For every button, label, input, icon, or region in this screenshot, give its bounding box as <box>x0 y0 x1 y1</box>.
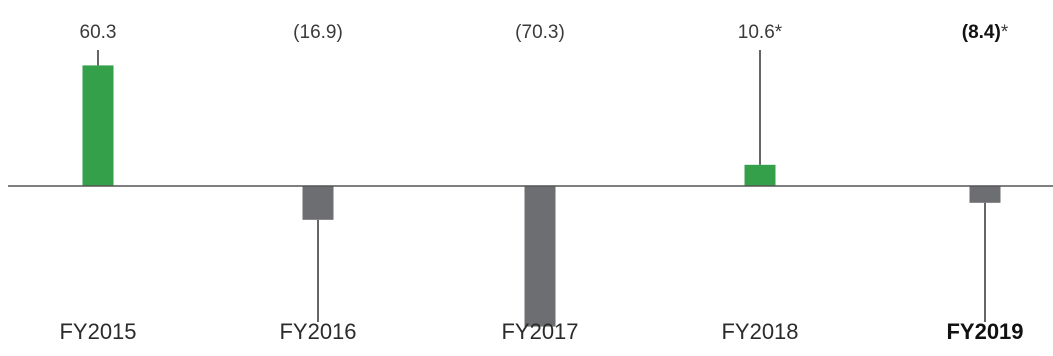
value-label-number: (70.3) <box>515 22 565 43</box>
value-label-footnote-mark: * <box>1001 22 1009 43</box>
value-label-number: (8.4) <box>962 22 1001 43</box>
bar-fy2015 <box>82 65 114 186</box>
bars <box>82 65 1001 327</box>
value-label-number: 60.3 <box>80 22 117 43</box>
category-label-fy2015: FY2015 <box>59 319 136 344</box>
category-label-fy2017: FY2017 <box>501 319 578 344</box>
value-label-fy2015: 60.3 <box>80 22 117 43</box>
bar-fy2019 <box>969 186 1001 203</box>
bar-fy2017 <box>524 186 556 327</box>
value-label-number: (16.9) <box>293 22 343 43</box>
value-label-fy2019: (8.4)* <box>962 22 1009 43</box>
value-labels: 60.3 (16.9) (70.3) 10.6* (8.4)* <box>80 22 1009 43</box>
category-labels: FY2015 FY2016 FY2017 FY2018 FY2019 <box>59 319 1023 344</box>
value-label-number: 10.6 <box>738 22 775 43</box>
leader-lines <box>97 50 986 322</box>
value-label-footnote-mark: * <box>775 22 783 43</box>
value-label-fy2017: (70.3) <box>515 22 565 43</box>
bar-fy2016 <box>302 186 334 220</box>
category-label-fy2018: FY2018 <box>721 319 798 344</box>
bar-fy2018 <box>744 164 776 186</box>
category-label-fy2019: FY2019 <box>946 319 1023 344</box>
value-label-fy2018: 10.6* <box>738 22 783 43</box>
value-label-fy2016: (16.9) <box>293 22 343 43</box>
category-label-fy2016: FY2016 <box>279 319 356 344</box>
